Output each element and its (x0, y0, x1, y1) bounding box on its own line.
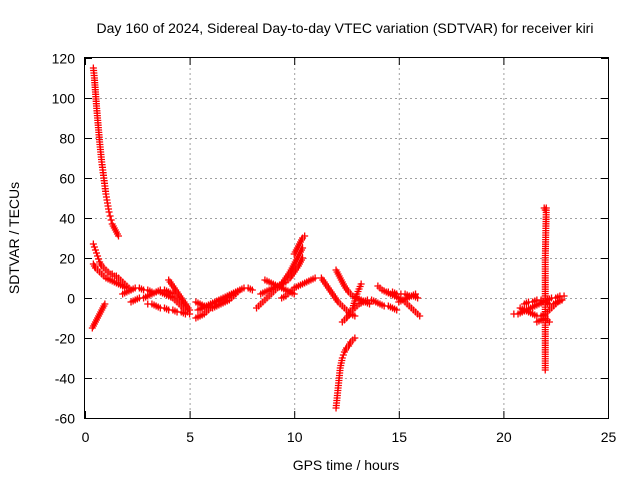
data-point (416, 312, 424, 320)
data-point (107, 216, 115, 224)
chart-title: Day 160 of 2024, Sidereal Day-to-day VTE… (97, 20, 594, 36)
data-points (88, 64, 568, 412)
y-axis: -60 -40 -20 0 20 40 60 80 100 120 (52, 51, 608, 427)
y-tick-label: -20 (55, 331, 75, 347)
data-point (89, 240, 97, 248)
data-point (290, 290, 298, 298)
x-axis: 0 5 10 15 20 25 (82, 58, 617, 445)
y-tick-label: 40 (59, 211, 75, 227)
series-arc-b (89, 240, 135, 294)
data-point (114, 232, 122, 240)
data-point (90, 243, 98, 251)
y-tick-label: -60 (55, 411, 75, 427)
y-tick-label: 80 (59, 131, 75, 147)
data-point (366, 300, 374, 308)
series-arc-z (395, 290, 420, 306)
x-tick-label: 20 (496, 429, 512, 445)
data-point (93, 249, 101, 257)
data-point (412, 290, 420, 298)
series-arc-w (349, 280, 365, 312)
data-point (357, 280, 365, 288)
series-arc-r (290, 232, 309, 258)
x-tick-label: 10 (287, 429, 303, 445)
x-axis-label: GPS time / hours (293, 457, 400, 473)
y-tick-label: 60 (59, 171, 75, 187)
series-arc-c (89, 260, 131, 292)
series-arc-m (232, 284, 256, 296)
series-arc-v (338, 296, 401, 326)
plot-frame (84, 57, 609, 419)
data-point (545, 318, 553, 326)
data-point (95, 255, 103, 263)
series-arc-aa (510, 292, 568, 318)
series-arc-i (156, 288, 194, 318)
grid (85, 58, 608, 418)
series-arc-u (332, 334, 359, 412)
data-point (393, 306, 401, 314)
data-point (91, 246, 99, 254)
series-arc-a (89, 64, 122, 240)
data-point (558, 296, 566, 304)
series-arc-d (88, 300, 109, 332)
data-point (338, 354, 346, 362)
series-arc-n (253, 244, 307, 312)
x-tick-label: 15 (392, 429, 408, 445)
y-tick-label: -40 (55, 371, 75, 387)
y-tick-label: 0 (67, 291, 75, 307)
data-point (299, 254, 307, 262)
data-point (351, 312, 359, 320)
data-point (414, 294, 422, 302)
data-point (560, 292, 568, 300)
y-tick-label: 20 (59, 251, 75, 267)
data-point (248, 286, 256, 294)
series-arc-k (192, 288, 242, 312)
data-point (301, 232, 309, 240)
data-point (101, 300, 109, 308)
y-axis-label: SDTVAR / TECUs (6, 182, 22, 294)
data-point (339, 351, 347, 359)
data-point (105, 208, 113, 216)
y-tick-label: 120 (52, 51, 76, 67)
data-point (106, 212, 114, 220)
x-tick-label: 0 (82, 429, 90, 445)
series-arc-q (278, 274, 319, 302)
series-arc-p (261, 276, 298, 298)
x-tick-label: 25 (601, 429, 617, 445)
data-point (311, 274, 319, 282)
data-point (541, 366, 549, 374)
data-point (186, 310, 194, 318)
x-tick-label: 5 (186, 429, 194, 445)
data-point (351, 334, 359, 342)
y-tick-label: 100 (52, 91, 76, 107)
series-isolated (540, 204, 550, 374)
series-arc-s (317, 274, 359, 320)
data-point (94, 252, 102, 260)
